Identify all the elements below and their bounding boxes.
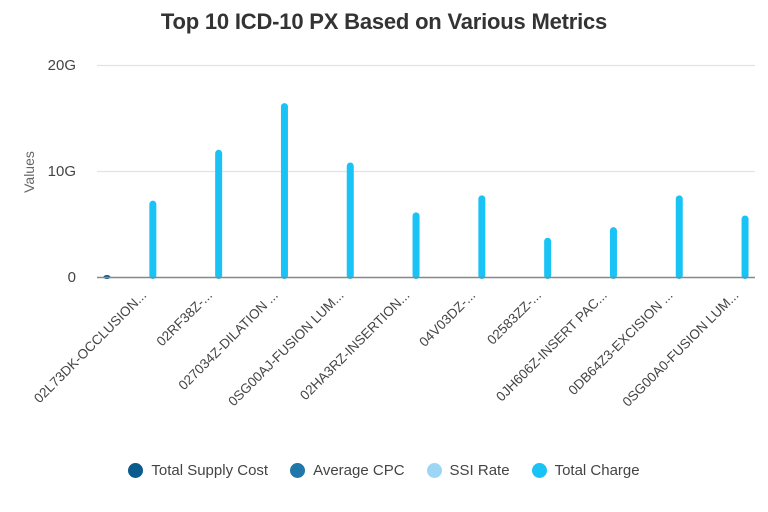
y-axis-ticks: 0 10G 20G — [48, 57, 76, 286]
chart-title: Top 10 ICD-10 PX Based on Various Metric… — [160, 9, 608, 34]
x-tick-label: 0SG00AJ-FUSION LUM... — [225, 288, 346, 409]
bar-total-charge[interactable] — [215, 149, 223, 279]
legend-label: Total Charge — [554, 462, 640, 479]
x-tick-label: 02HA3RZ-INSERTION... — [297, 288, 412, 403]
bars — [103, 103, 749, 279]
legend-swatch-icon — [290, 463, 306, 478]
bar-total-charge[interactable] — [346, 162, 354, 279]
x-tick-label: 02L73DK-OCCLUSION... — [31, 288, 149, 406]
legend-label: Total Supply Cost — [151, 462, 269, 479]
bar-total-charge[interactable] — [675, 195, 683, 279]
bar-total-charge[interactable] — [478, 195, 486, 279]
gridlines — [97, 64, 755, 173]
legend-label: SSI Rate — [449, 462, 510, 479]
legend-swatch-icon — [128, 463, 144, 478]
x-tick-label: 02RF38Z-... — [154, 288, 216, 350]
bar-total-charge[interactable] — [741, 215, 749, 279]
y-axis-label: Values — [21, 151, 37, 193]
legend-swatch-icon — [426, 463, 442, 478]
legend: Total Supply Cost Average CPC SSI Rate Tota… — [0, 462, 768, 479]
legend-item[interactable]: Total Charge — [531, 462, 640, 479]
legend-item[interactable]: SSI Rate — [426, 462, 510, 479]
legend-swatch-icon — [531, 463, 547, 478]
bar-total-charge[interactable] — [544, 237, 552, 279]
x-tick-label: 0SG00A0-FUSION LUM... — [620, 288, 742, 410]
legend-item[interactable]: Average CPC — [290, 462, 405, 479]
y-tick-label: 10G — [48, 163, 76, 180]
x-axis-ticks: 02L73DK-OCCLUSION... 02RF38Z-...027034Z-D… — [31, 288, 742, 410]
bar-total-charge[interactable] — [412, 212, 420, 279]
x-tick-label: 0JH606Z-INSERT PAC... — [493, 288, 610, 405]
bar-total-charge[interactable] — [609, 227, 617, 279]
y-tick-label: 0 — [68, 269, 76, 286]
x-tick-label: 02583ZZ-... — [484, 288, 544, 348]
legend-label: Average CPC — [313, 462, 405, 479]
y-tick-label: 20G — [48, 57, 76, 74]
bar-total-charge[interactable] — [280, 103, 288, 279]
bar-total-charge[interactable] — [149, 200, 157, 279]
x-tick-label: 04V03DZ-... — [416, 288, 478, 350]
legend-item[interactable]: Total Supply Cost — [128, 462, 268, 479]
